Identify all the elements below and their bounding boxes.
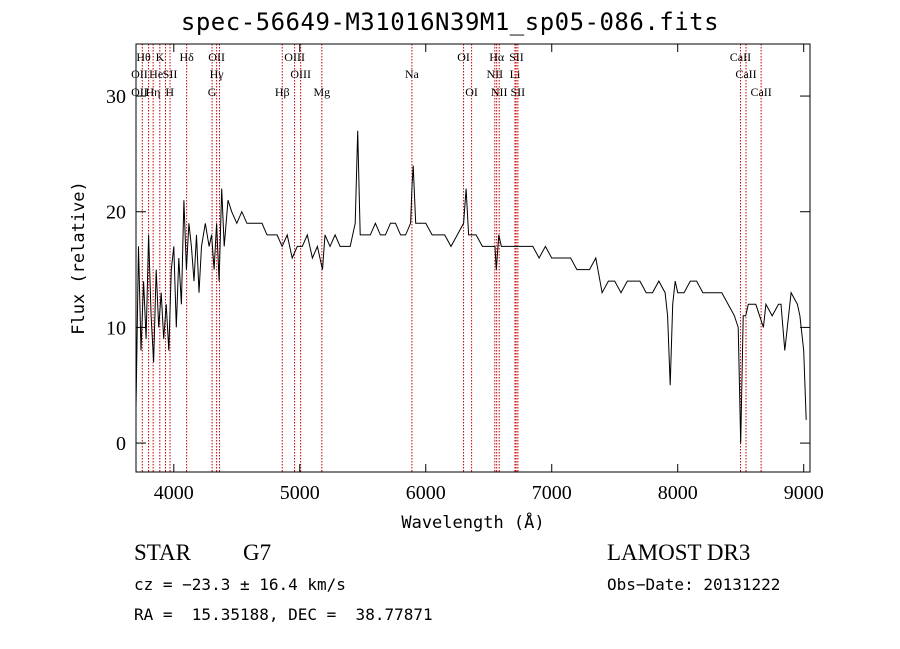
x-tick-label: 7000 [532, 482, 572, 504]
object-class: STAR [134, 540, 191, 565]
line-id-label: Hγ [210, 67, 225, 81]
line-id-label: Hδ [179, 50, 194, 64]
line-id-label: Hβ [275, 85, 290, 99]
line-id-label: CaII [750, 85, 771, 99]
coordinates-text: RA = 15.35188, DEC = 38.77871 [134, 605, 433, 624]
chart-title: spec-56649-M31016N39M1_sp05-086.fits [180, 8, 720, 36]
line-id-label: OII [131, 85, 148, 99]
line-id-label: CaII [735, 67, 756, 81]
redshift-text: cz = −23.3 ± 16.4 km/s [134, 575, 346, 594]
x-axis-label: Wavelength (Å) [401, 511, 544, 533]
line-id-label: OIII [290, 67, 311, 81]
line-id-label: OI [457, 50, 470, 64]
line-id-label: NII [491, 85, 508, 99]
plot-frame [135, 43, 811, 473]
obs-date-text: Obs−Date: 20131222 [607, 575, 781, 594]
y-axis-label: Flux (relative) [69, 181, 89, 335]
line-id-label: H [165, 85, 174, 99]
spectrum-line [135, 130, 807, 444]
line-id-label: SII [163, 67, 178, 81]
x-tick-label: 4000 [154, 482, 194, 504]
line-id-label: K [156, 50, 165, 64]
line-id-label: SII [509, 50, 524, 64]
line-id-label: NII [486, 67, 503, 81]
line-id-label: SII [511, 85, 526, 99]
line-id-label: Mg [313, 85, 330, 99]
line-id-label: Li [510, 67, 521, 81]
line-id-label: Na [405, 67, 420, 81]
line-id-label: G [208, 85, 217, 99]
y-tick-label: 20 [106, 202, 126, 224]
y-tick-label: 30 [106, 86, 126, 108]
x-tick-label: 5000 [280, 482, 320, 504]
y-tick-label: 0 [116, 433, 126, 455]
survey-label: LAMOST DR3 [607, 540, 751, 565]
line-id-label: Hθ [136, 50, 151, 64]
line-id-label: He [149, 67, 163, 81]
object-subclass: G7 [243, 540, 272, 565]
x-tick-label: 8000 [658, 482, 698, 504]
line-id-label: OIII [284, 50, 305, 64]
line-id-label: OII [131, 67, 148, 81]
line-id-label: Hη [146, 85, 161, 99]
y-tick-label: 10 [106, 317, 126, 339]
line-id-label: OI [465, 85, 478, 99]
line-id-label: OII [208, 50, 225, 64]
x-tick-label: 9000 [784, 482, 824, 504]
line-id-label: Hα [489, 50, 505, 64]
line-id-label: CaII [730, 50, 751, 64]
x-tick-label: 6000 [406, 482, 446, 504]
